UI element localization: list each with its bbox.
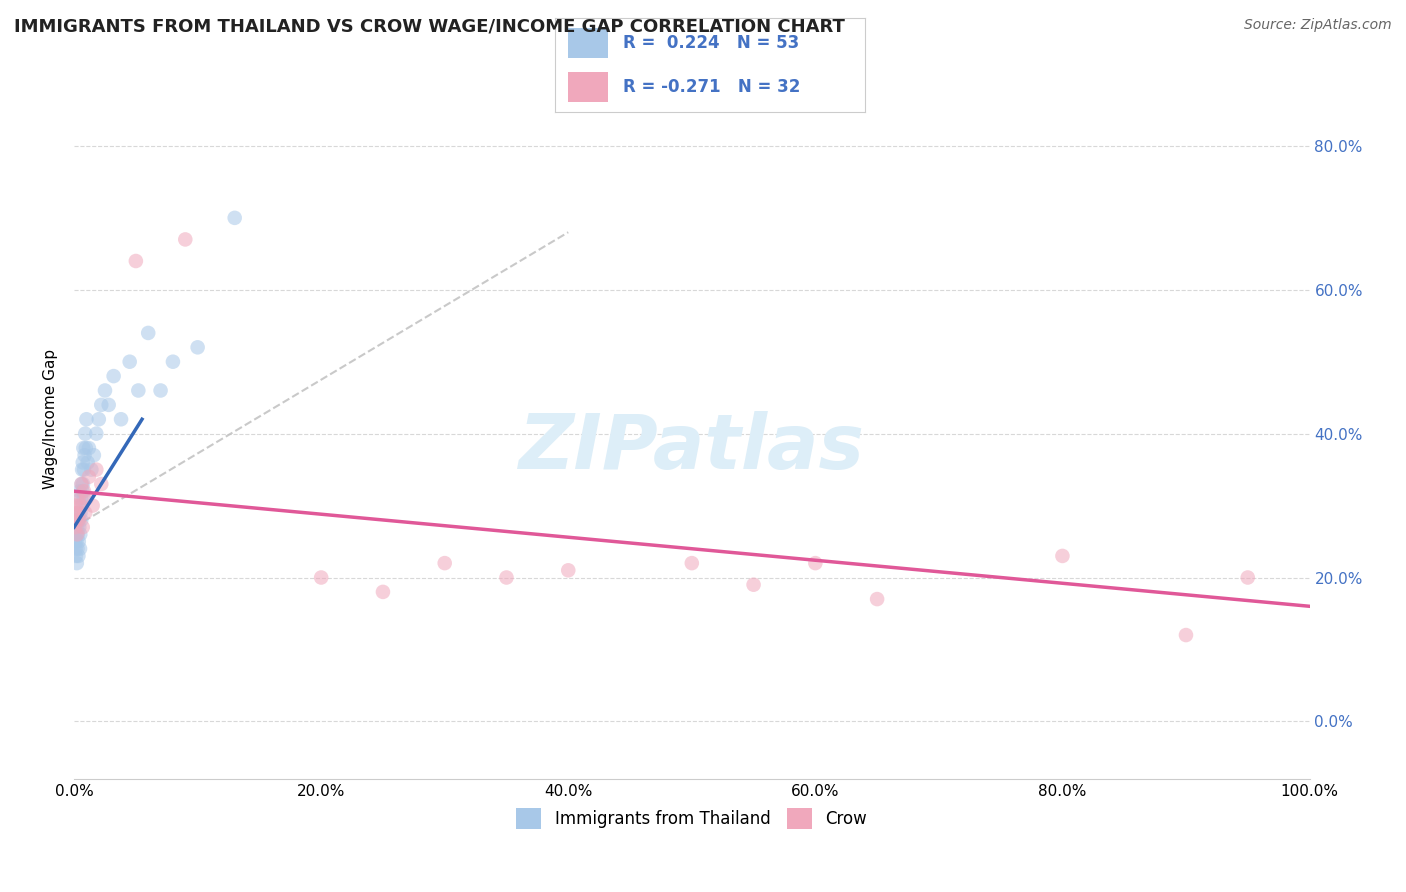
Point xyxy=(70,499,93,513)
Point xyxy=(174,232,197,246)
Point xyxy=(681,556,703,570)
Point xyxy=(557,563,579,577)
Legend: Immigrants from Thailand, Crow: Immigrants from Thailand, Crow xyxy=(510,802,875,835)
Point xyxy=(69,541,91,556)
Point xyxy=(65,499,87,513)
Point xyxy=(76,455,98,469)
Point xyxy=(72,441,94,455)
Point xyxy=(70,477,93,491)
Text: IMMIGRANTS FROM THAILAND VS CROW WAGE/INCOME GAP CORRELATION CHART: IMMIGRANTS FROM THAILAND VS CROW WAGE/IN… xyxy=(14,18,845,36)
Point xyxy=(742,577,765,591)
Point xyxy=(86,426,108,441)
Text: Source: ZipAtlas.com: Source: ZipAtlas.com xyxy=(1244,18,1392,32)
Point xyxy=(65,534,87,549)
Point xyxy=(66,520,89,534)
Point xyxy=(70,513,93,527)
Point xyxy=(70,477,93,491)
Bar xyxy=(568,72,607,103)
Point xyxy=(73,484,96,499)
Point xyxy=(67,513,90,527)
Point xyxy=(65,513,87,527)
Point xyxy=(125,254,148,268)
Point xyxy=(80,462,103,476)
Point xyxy=(67,513,90,527)
Point xyxy=(66,556,89,570)
Point xyxy=(75,426,97,441)
Point xyxy=(77,470,100,484)
Point xyxy=(94,384,117,398)
Point xyxy=(495,570,517,584)
Point xyxy=(118,355,141,369)
Point xyxy=(72,477,94,491)
Point xyxy=(63,534,86,549)
Point xyxy=(149,384,172,398)
Point xyxy=(69,499,91,513)
Point xyxy=(309,570,332,584)
Point xyxy=(77,441,100,455)
Point xyxy=(65,541,87,556)
Point xyxy=(66,527,89,541)
Point xyxy=(86,462,108,476)
Point xyxy=(75,506,97,520)
Point xyxy=(65,520,87,534)
Point xyxy=(1175,628,1198,642)
Bar xyxy=(568,29,607,58)
Point xyxy=(866,592,889,607)
Point xyxy=(69,527,91,541)
Point xyxy=(103,369,125,384)
Point xyxy=(70,491,93,506)
Point xyxy=(90,398,112,412)
Text: R =  0.224   N = 53: R = 0.224 N = 53 xyxy=(623,34,800,52)
Point xyxy=(187,340,209,354)
Point xyxy=(65,549,87,563)
Text: ZIPatlas: ZIPatlas xyxy=(519,411,865,485)
Point xyxy=(162,355,184,369)
Point xyxy=(72,455,94,469)
Point xyxy=(136,326,159,340)
Point xyxy=(65,527,87,541)
Y-axis label: Wage/Income Gap: Wage/Income Gap xyxy=(44,349,58,490)
Point xyxy=(67,491,90,506)
Point xyxy=(72,520,94,534)
Point xyxy=(69,506,91,520)
Point xyxy=(63,520,86,534)
Point xyxy=(97,398,120,412)
Point xyxy=(67,549,90,563)
Point xyxy=(371,585,394,599)
Point xyxy=(1052,549,1074,563)
Point xyxy=(66,527,89,541)
Point xyxy=(70,462,93,476)
Point xyxy=(83,448,105,462)
Point xyxy=(804,556,827,570)
Point xyxy=(75,441,97,455)
Point xyxy=(90,477,112,491)
Point xyxy=(1236,570,1258,584)
Point xyxy=(73,448,96,462)
Point xyxy=(66,541,89,556)
Point xyxy=(72,484,94,499)
Point xyxy=(67,534,90,549)
Point xyxy=(75,412,97,426)
Point xyxy=(82,499,104,513)
Point xyxy=(110,412,132,426)
Point xyxy=(73,491,96,506)
Point xyxy=(65,513,87,527)
Point xyxy=(66,506,89,520)
Point xyxy=(63,506,86,520)
Point xyxy=(69,484,91,499)
Point xyxy=(67,506,90,520)
Text: R = -0.271   N = 32: R = -0.271 N = 32 xyxy=(623,78,801,96)
Point xyxy=(87,412,110,426)
Point xyxy=(224,211,246,225)
Point xyxy=(75,491,97,506)
Point xyxy=(433,556,456,570)
Point xyxy=(67,520,90,534)
Point xyxy=(127,384,149,398)
Point xyxy=(73,462,96,476)
